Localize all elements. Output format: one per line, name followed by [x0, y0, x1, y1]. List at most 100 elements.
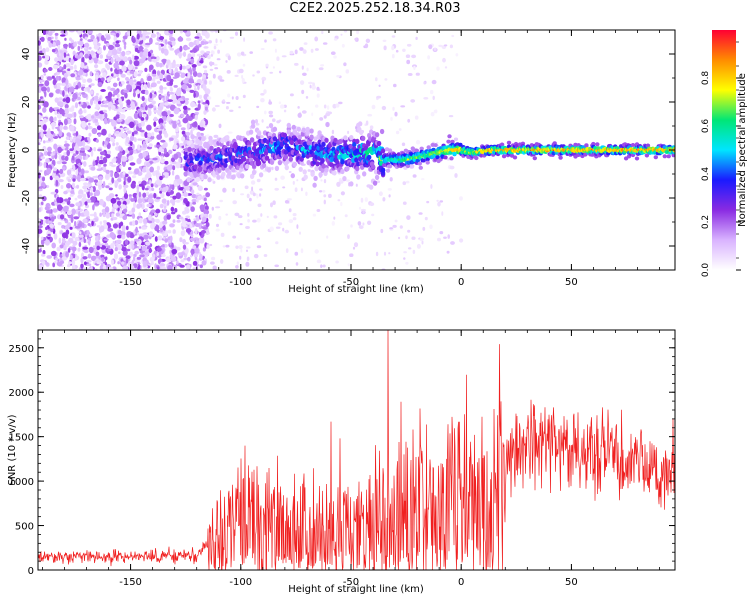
scattered-echo [382, 39, 387, 42]
noise-echo [38, 104, 42, 110]
scattered-echo [208, 213, 212, 219]
noise-echo [61, 49, 68, 55]
noise-echo [69, 174, 73, 178]
noise-echo [93, 38, 98, 45]
noise-echo [182, 65, 187, 70]
noise-echo [200, 50, 205, 54]
noise-echo [102, 265, 107, 270]
trace-point [414, 148, 419, 153]
noise-echo [199, 254, 203, 259]
noise-echo [46, 130, 51, 138]
trace-point [369, 184, 374, 190]
scattered-echo [316, 93, 320, 98]
trace-point [258, 172, 264, 178]
noise-echo [95, 102, 100, 110]
trace-point [227, 170, 232, 176]
scattered-echo [210, 261, 215, 265]
scattered-echo [384, 78, 388, 81]
scattered-echo [272, 66, 275, 69]
trace-point [195, 176, 200, 182]
noise-echo [108, 187, 113, 191]
noise-echo [129, 70, 135, 74]
noise-echo [83, 109, 87, 114]
noise-echo [131, 207, 136, 213]
noise-echo [204, 106, 208, 111]
noise-echo [49, 116, 54, 123]
noise-echo [138, 122, 142, 129]
noise-echo [57, 70, 63, 73]
noise-echo [43, 118, 47, 123]
noise-echo [196, 53, 202, 57]
noise-echo [38, 62, 43, 68]
scattered-echo [295, 262, 299, 266]
trace-point [349, 181, 354, 187]
noise-echo [64, 155, 69, 162]
scattered-echo [378, 84, 381, 88]
noise-echo [119, 83, 123, 87]
noise-echo [111, 119, 117, 127]
trace-point [630, 143, 636, 147]
noise-echo [97, 81, 103, 88]
noise-echo [165, 104, 171, 109]
noise-echo [60, 34, 66, 37]
noise-echo [63, 43, 68, 48]
noise-echo [55, 179, 59, 187]
noise-echo [99, 54, 104, 59]
scattered-echo [455, 53, 459, 57]
trace-point [362, 171, 367, 177]
scattered-echo [398, 236, 401, 240]
noise-echo [101, 257, 105, 262]
noise-echo [47, 233, 51, 237]
noise-echo [65, 251, 69, 258]
scattered-echo [441, 211, 444, 216]
scattered-echo [355, 183, 358, 187]
noise-echo [82, 193, 87, 198]
scattered-echo [333, 216, 336, 220]
noise-echo [115, 130, 120, 135]
noise-echo [196, 32, 201, 37]
noise-echo [184, 46, 190, 50]
scattered-echo [282, 186, 286, 189]
trace-point [314, 166, 319, 172]
trace-point [274, 165, 280, 171]
noise-echo [173, 85, 178, 88]
noise-echo [128, 167, 132, 171]
noise-echo [81, 84, 86, 87]
noise-echo [122, 215, 127, 220]
noise-echo [61, 232, 68, 239]
trace-point [342, 176, 347, 182]
scattered-echo [266, 215, 269, 219]
scattered-echo [395, 130, 400, 135]
scattered-echo [269, 114, 274, 118]
trace-point [452, 151, 457, 156]
scattered-echo [283, 109, 287, 113]
scattered-echo [236, 261, 239, 266]
scattered-echo [240, 193, 245, 196]
noise-echo [177, 36, 184, 42]
noise-echo [166, 74, 172, 82]
trace-point [312, 182, 317, 188]
noise-echo [148, 64, 154, 71]
noise-echo [126, 248, 131, 252]
scattered-echo [422, 226, 426, 231]
noise-echo [205, 222, 210, 227]
noise-echo [88, 46, 92, 50]
noise-echo [182, 244, 187, 250]
trace-point [595, 142, 600, 147]
noise-echo [73, 111, 77, 118]
noise-echo [117, 77, 120, 81]
trace-point [501, 154, 507, 159]
noise-echo [48, 31, 53, 36]
noise-echo [128, 244, 132, 250]
scattered-echo [256, 178, 261, 183]
scattered-echo [306, 67, 309, 72]
noise-echo [120, 258, 124, 263]
noise-echo [116, 234, 122, 239]
noise-echo [171, 248, 178, 255]
noise-echo [67, 264, 71, 268]
trace-point [305, 130, 310, 136]
scattered-echo [451, 34, 455, 38]
scattered-echo [402, 48, 406, 52]
scattered-echo [319, 117, 324, 121]
noise-echo [63, 52, 67, 58]
